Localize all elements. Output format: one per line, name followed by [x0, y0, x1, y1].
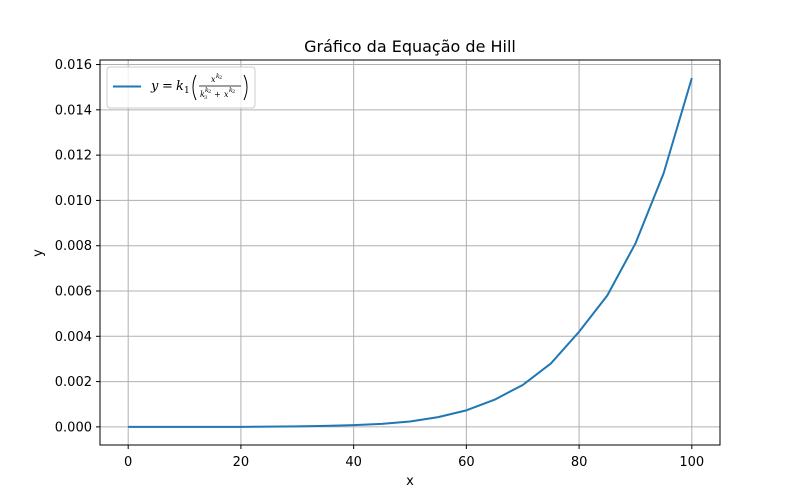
legend-y: y: [150, 79, 159, 94]
y-tick-label: 0.002: [55, 375, 92, 390]
y-axis-label: y: [31, 249, 46, 257]
legend-left-paren: [192, 74, 197, 101]
x-tick-label: 0: [124, 455, 132, 470]
legend-equals: =: [162, 79, 173, 94]
x-tick-label: 100: [679, 455, 704, 470]
y-tick-label: 0.000: [55, 420, 92, 435]
legend-den-k: k: [200, 90, 205, 99]
y-tick-label: 0.016: [55, 58, 92, 73]
legend-right-paren: [243, 74, 248, 101]
x-tick-label: 20: [233, 455, 250, 470]
y-tick-label: 0.008: [55, 239, 92, 254]
series-line: [128, 77, 693, 428]
legend-k1-sub: 1: [184, 86, 190, 96]
y-tick-label: 0.012: [55, 149, 92, 164]
legend-num-sup-sub: 2: [219, 75, 222, 81]
grid: [100, 60, 720, 445]
y-axis: 0.000 0.002 0.004 0.006 0.008 0.010 0.012 0.014…: [55, 58, 100, 435]
y-tick-label: 0.006: [55, 285, 92, 300]
y-tick-label: 0.010: [55, 194, 92, 209]
y-tick-label: 0.004: [55, 330, 92, 345]
legend-box: [106, 66, 256, 109]
legend-den-x: x: [224, 90, 229, 99]
legend-k1: k: [176, 79, 184, 94]
legend-den-x-sup-sub: 2: [232, 89, 235, 95]
legend-num-base: x: [211, 75, 216, 84]
x-tick-label: 60: [458, 455, 475, 470]
legend-den-k-sup-sub: 2: [208, 89, 211, 95]
legend-den-x-sup: k: [229, 87, 233, 94]
x-tick-label: 80: [571, 455, 588, 470]
x-tick-label: 40: [345, 455, 362, 470]
y-tick-label: 0.014: [55, 103, 92, 118]
x-axis: 0 20 40 60 80 100: [124, 445, 704, 470]
line-layer: [128, 77, 693, 428]
legend-den-k-sup: k: [205, 87, 209, 94]
legend-num-sup: k: [216, 73, 220, 80]
x-axis-label: x: [406, 474, 414, 489]
legend: y = k 1 x k 2 k 3 k 2 + x k 2: [106, 66, 256, 109]
plot-frame: [99, 59, 721, 446]
chart-title: Gráfico da Equação de Hill: [304, 37, 516, 56]
legend-den-k-sub: 3: [204, 95, 207, 101]
legend-plus: +: [214, 90, 221, 99]
